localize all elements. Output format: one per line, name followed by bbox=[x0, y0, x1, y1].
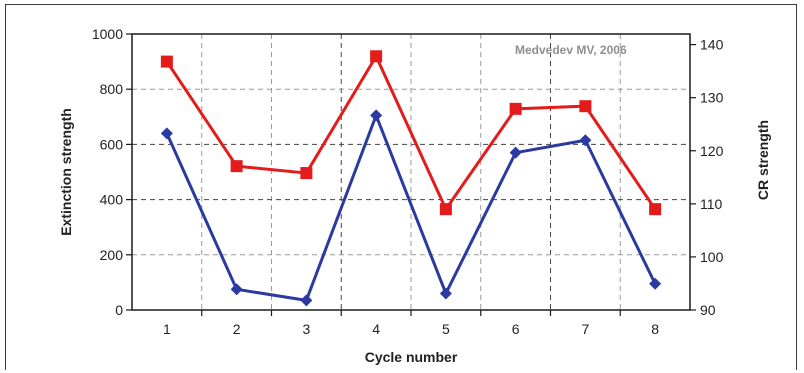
series-2-point bbox=[579, 100, 592, 113]
x-tick-label: 2 bbox=[233, 321, 241, 337]
x-tick-label: 8 bbox=[651, 321, 659, 337]
x-tick-label: 3 bbox=[302, 321, 310, 337]
y-right-tick-label: 130 bbox=[700, 90, 724, 106]
y-left-tick-label: 1000 bbox=[92, 26, 123, 42]
y-left-tick-label: 0 bbox=[115, 302, 123, 318]
series-1-point bbox=[160, 127, 173, 140]
x-tick-label: 1 bbox=[163, 321, 171, 337]
series-1-point bbox=[579, 134, 592, 147]
x-tick-label: 5 bbox=[442, 321, 450, 337]
series-2-point bbox=[509, 102, 522, 115]
y-left-tick-label: 200 bbox=[100, 247, 124, 263]
y-axis-left-title: Extinction strength bbox=[58, 108, 74, 236]
series-1-point bbox=[509, 146, 522, 159]
series-1-point bbox=[439, 287, 452, 300]
series-1-point bbox=[300, 294, 313, 307]
series-1-point bbox=[230, 283, 243, 296]
series-2-point bbox=[300, 167, 313, 180]
y-left-tick-label: 800 bbox=[100, 81, 124, 97]
series-2-point bbox=[649, 203, 662, 216]
y-right-tick-label: 140 bbox=[700, 37, 724, 53]
grid bbox=[132, 34, 690, 310]
series-1-point bbox=[370, 109, 383, 122]
axis-ticks: 0 200 400 600 800 1000 90 100 110 120 130 140 1 2 3 4 5 6… bbox=[92, 26, 724, 337]
series-2-point bbox=[230, 160, 243, 173]
y-left-tick-label: 400 bbox=[100, 192, 124, 208]
series-2-point bbox=[370, 50, 383, 63]
series-1-point bbox=[649, 277, 662, 290]
x-axis-title: Cycle number bbox=[365, 349, 458, 365]
y-right-tick-label: 110 bbox=[700, 196, 723, 212]
series-1-line bbox=[165, 113, 657, 302]
y-axis-right-title: CR strength bbox=[755, 120, 771, 200]
y-right-tick-label: 100 bbox=[700, 249, 724, 265]
y-right-tick-label: 90 bbox=[700, 302, 716, 318]
annotation: Medvedev MV, 2006 bbox=[515, 43, 627, 57]
y-right-tick-label: 120 bbox=[700, 143, 724, 159]
y-left-tick-label: 600 bbox=[100, 136, 124, 152]
series-2-line bbox=[165, 54, 657, 211]
series-2-point bbox=[439, 203, 452, 216]
chart-frame bbox=[5, 4, 797, 370]
series-layer bbox=[160, 50, 662, 307]
series-2-point bbox=[160, 55, 173, 68]
x-tick-label: 4 bbox=[372, 321, 380, 337]
x-tick-label: 7 bbox=[581, 321, 589, 337]
x-tick-label: 6 bbox=[512, 321, 520, 337]
